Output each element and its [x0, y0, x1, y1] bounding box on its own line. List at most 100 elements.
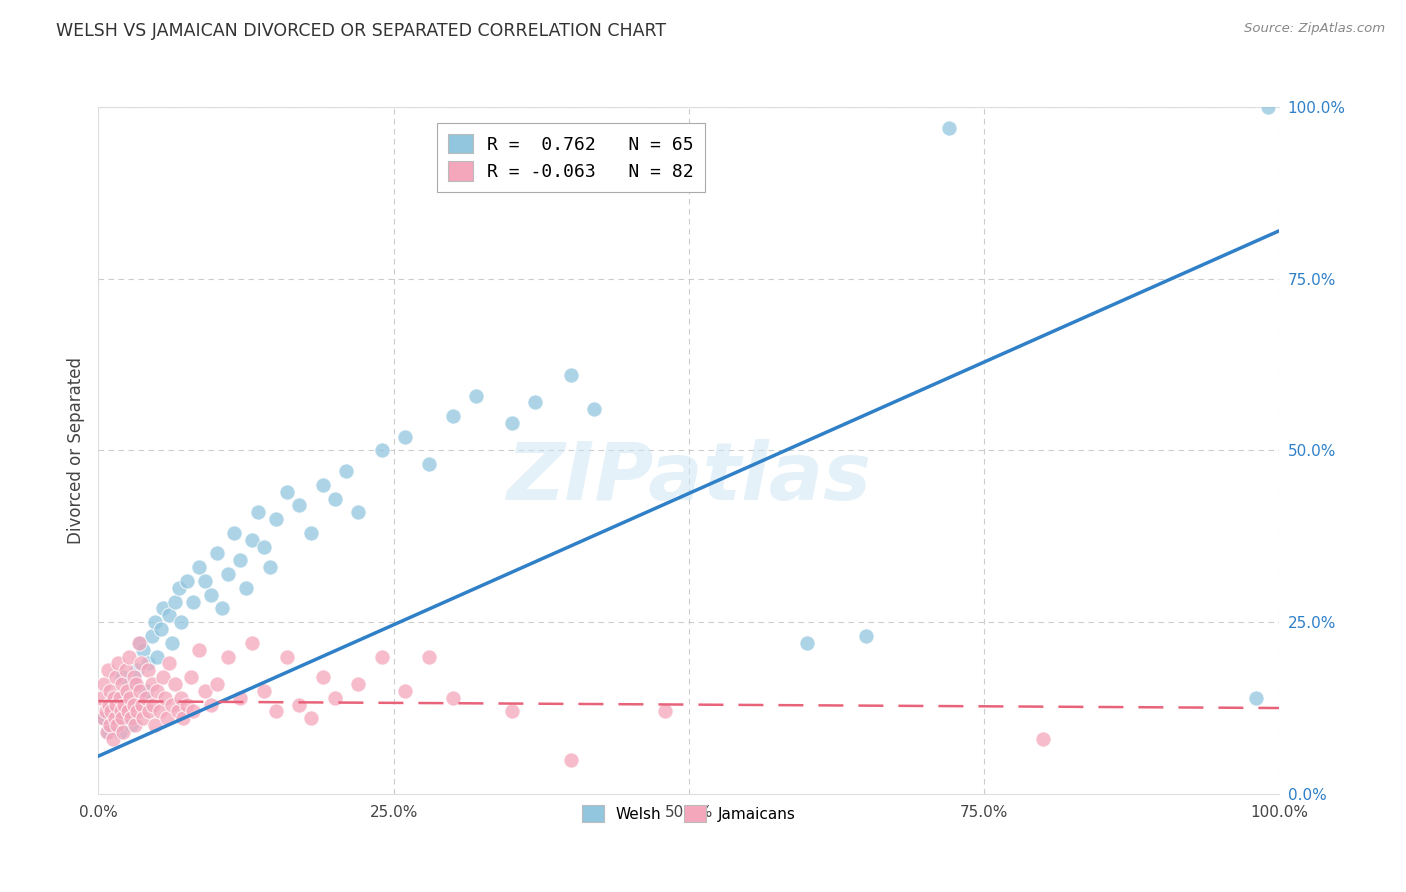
- Point: [240, 533, 263, 547]
- Point: [170, 615, 193, 630]
- Point: [323, 690, 346, 705]
- Point: [181, 594, 204, 608]
- Point: [465, 388, 488, 402]
- Point: [187, 560, 209, 574]
- Point: [125, 677, 148, 691]
- Point: [131, 698, 153, 712]
- Point: [180, 670, 202, 684]
- Point: [128, 636, 150, 650]
- Point: [264, 512, 287, 526]
- Point: [205, 677, 228, 691]
- Point: [157, 608, 180, 623]
- Point: [181, 705, 204, 719]
- Point: [93, 711, 115, 725]
- Point: [156, 711, 179, 725]
- Point: [264, 705, 287, 719]
- Point: [132, 642, 155, 657]
- Point: [108, 725, 131, 739]
- Point: [111, 677, 134, 691]
- Point: [128, 636, 150, 650]
- Point: [299, 525, 322, 540]
- Point: [104, 711, 127, 725]
- Point: [347, 677, 370, 691]
- Point: [150, 622, 173, 636]
- Point: [153, 690, 176, 705]
- Point: [276, 484, 298, 499]
- Point: [141, 629, 163, 643]
- Point: [335, 464, 357, 478]
- Point: [235, 581, 257, 595]
- Point: [146, 649, 169, 664]
- Point: [560, 753, 582, 767]
- Point: [100, 705, 122, 719]
- Point: [101, 731, 124, 746]
- Point: [135, 683, 157, 698]
- Point: [441, 409, 464, 423]
- Point: [122, 677, 145, 691]
- Point: [135, 690, 157, 705]
- Point: [117, 698, 139, 712]
- Point: [217, 567, 239, 582]
- Point: [938, 120, 960, 135]
- Point: [149, 705, 172, 719]
- Point: [124, 718, 146, 732]
- Point: [107, 657, 129, 671]
- Point: [1244, 690, 1267, 705]
- Point: [259, 560, 281, 574]
- Y-axis label: Divorced or Separated: Divorced or Separated: [66, 357, 84, 544]
- Legend: Welsh, Jamaicans: Welsh, Jamaicans: [574, 796, 804, 830]
- Point: [112, 725, 135, 739]
- Point: [97, 725, 120, 739]
- Point: [217, 649, 239, 664]
- Point: [312, 478, 335, 492]
- Point: [138, 705, 160, 719]
- Point: [110, 705, 132, 719]
- Point: [200, 588, 222, 602]
- Text: WELSH VS JAMAICAN DIVORCED OR SEPARATED CORRELATION CHART: WELSH VS JAMAICAN DIVORCED OR SEPARATED …: [56, 22, 666, 40]
- Point: [108, 690, 131, 705]
- Point: [128, 683, 150, 698]
- Point: [141, 677, 163, 691]
- Point: [246, 505, 269, 519]
- Point: [418, 649, 440, 664]
- Point: [229, 690, 252, 705]
- Point: [299, 711, 322, 725]
- Point: [146, 683, 169, 698]
- Point: [371, 649, 394, 664]
- Point: [98, 698, 121, 712]
- Point: [105, 698, 128, 712]
- Point: [323, 491, 346, 506]
- Point: [288, 499, 311, 513]
- Point: [371, 443, 394, 458]
- Point: [117, 705, 139, 719]
- Point: [132, 711, 155, 725]
- Point: [103, 690, 125, 705]
- Point: [524, 395, 547, 409]
- Point: [152, 601, 174, 615]
- Point: [312, 670, 335, 684]
- Point: [167, 581, 190, 595]
- Point: [105, 705, 128, 719]
- Point: [347, 505, 370, 519]
- Point: [111, 690, 134, 705]
- Point: [441, 690, 464, 705]
- Point: [121, 718, 143, 732]
- Point: [93, 677, 115, 691]
- Point: [160, 698, 183, 712]
- Point: [224, 525, 246, 540]
- Point: [176, 698, 198, 712]
- Point: [98, 698, 121, 712]
- Text: ZIPatlas: ZIPatlas: [506, 439, 872, 517]
- Point: [276, 649, 298, 664]
- Point: [142, 698, 165, 712]
- Point: [166, 705, 188, 719]
- Point: [501, 705, 523, 719]
- Point: [583, 402, 606, 417]
- Point: [288, 698, 311, 712]
- Point: [98, 718, 121, 732]
- Point: [97, 663, 120, 677]
- Point: [654, 705, 676, 719]
- Point: [194, 683, 217, 698]
- Point: [394, 430, 416, 444]
- Point: [105, 718, 128, 732]
